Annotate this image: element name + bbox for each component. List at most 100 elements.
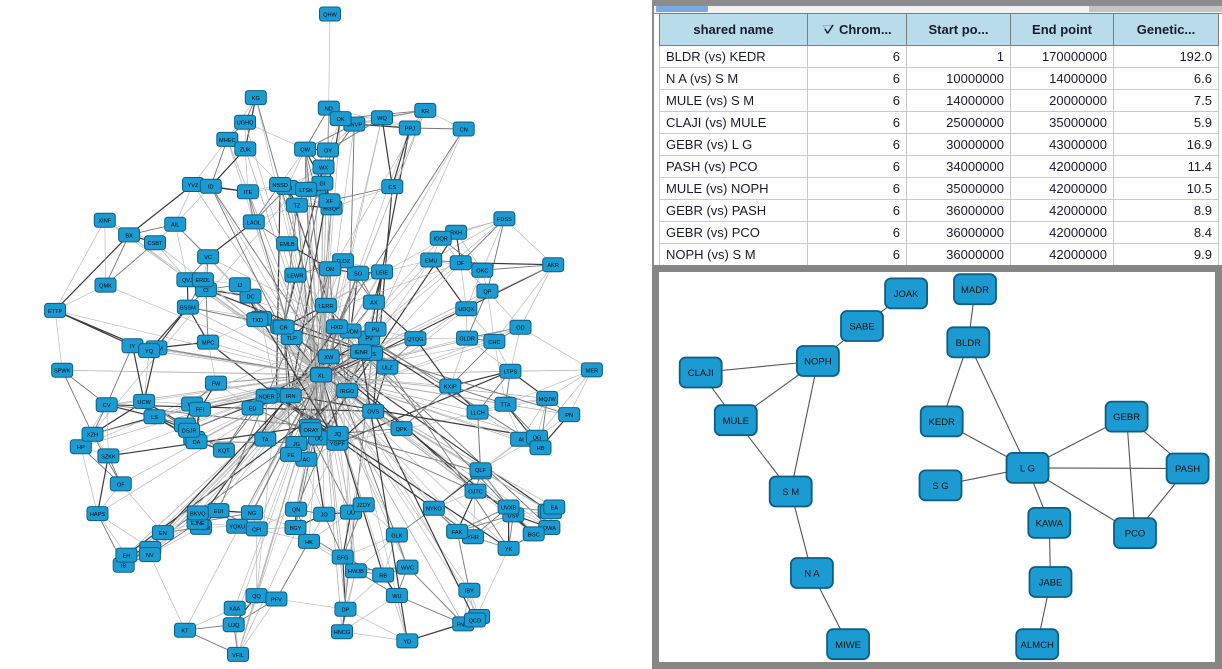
svg-text:QP: QP <box>483 290 491 296</box>
svg-text:PCO: PCO <box>1125 529 1146 540</box>
svg-text:PASH: PASH <box>1175 464 1200 475</box>
svg-text:AI: AI <box>518 438 524 444</box>
svg-text:ALMCH: ALMCH <box>1021 640 1054 651</box>
svg-text:QPK: QPK <box>396 427 408 433</box>
svg-text:KR: KR <box>421 109 429 115</box>
svg-text:IOQR: IOQR <box>434 237 448 243</box>
svg-text:ULZ: ULZ <box>382 366 393 372</box>
svg-text:LAOL: LAOL <box>247 220 261 226</box>
svg-text:YVZ: YVZ <box>188 183 199 189</box>
svg-text:S G: S G <box>932 481 948 492</box>
svg-text:BLDR: BLDR <box>956 338 981 349</box>
svg-text:N A: N A <box>804 569 820 580</box>
svg-text:UCW: UCW <box>137 400 151 406</box>
svg-text:OY: OY <box>324 148 332 154</box>
svg-text:QVJ: QVJ <box>182 278 193 284</box>
svg-text:QTQG: QTQG <box>407 337 423 343</box>
svg-text:MPC: MPC <box>202 341 214 347</box>
svg-text:LEIE: LEIE <box>376 270 388 276</box>
svg-text:JQ: JQ <box>334 432 342 438</box>
svg-text:IRGO: IRGO <box>340 389 355 395</box>
svg-text:JABE: JABE <box>1039 578 1063 589</box>
svg-text:TLP: TLP <box>287 336 298 342</box>
svg-text:JOAK: JOAK <box>894 289 919 300</box>
svg-text:NV: NV <box>146 553 154 559</box>
svg-text:OVS: OVS <box>367 410 379 416</box>
svg-text:NBSD: NBSD <box>272 183 288 189</box>
svg-text:PFV: PFV <box>271 597 282 603</box>
svg-text:FW: FW <box>212 382 221 388</box>
svg-text:LERR: LERR <box>318 304 333 310</box>
svg-text:PPJ: PPJ <box>405 126 415 132</box>
svg-text:VC: VC <box>204 255 212 261</box>
svg-text:QN: QN <box>292 508 300 514</box>
svg-text:AIL: AIL <box>171 223 179 229</box>
svg-text:QMK: QMK <box>99 284 112 290</box>
svg-text:MIWE: MIWE <box>835 640 861 651</box>
svg-text:S M: S M <box>782 487 799 498</box>
svg-text:UJQ: UJQ <box>228 623 240 629</box>
svg-text:WQ: WQ <box>377 116 387 122</box>
svg-text:OJTC: OJTC <box>468 490 483 496</box>
svg-text:UDQX: UDQX <box>458 307 474 313</box>
svg-text:AX: AX <box>370 301 378 307</box>
svg-text:DF: DF <box>457 261 465 267</box>
svg-text:LTPS: LTPS <box>504 370 518 376</box>
svg-text:HP: HP <box>77 445 85 451</box>
svg-text:CPI: CPI <box>252 527 262 533</box>
svg-text:IB: IB <box>121 564 127 570</box>
svg-text:KXIP: KXIP <box>444 385 457 391</box>
svg-text:JO: JO <box>321 513 329 519</box>
svg-text:EA: EA <box>551 505 559 511</box>
svg-text:HXD: HXD <box>331 325 343 331</box>
svg-text:WX: WX <box>319 165 328 171</box>
svg-text:QW: QW <box>300 148 310 154</box>
svg-text:GEBR: GEBR <box>1113 412 1140 423</box>
svg-text:MER: MER <box>586 368 598 374</box>
svg-text:IBY: IBY <box>465 589 474 595</box>
svg-text:XINF: XINF <box>98 219 111 225</box>
svg-text:OD: OD <box>516 326 524 332</box>
svg-text:IENR: IENR <box>354 350 367 356</box>
svg-text:OF: OF <box>117 482 125 488</box>
svg-text:CS: CS <box>388 185 396 191</box>
svg-text:HNCG: HNCG <box>334 630 350 636</box>
svg-text:IRN: IRN <box>286 394 296 400</box>
svg-text:HK: HK <box>305 540 313 546</box>
svg-text:YQ: YQ <box>145 349 154 355</box>
svg-text:IJ: IJ <box>238 283 243 289</box>
svg-text:EN: EN <box>159 531 167 537</box>
svg-text:AKR: AKR <box>547 263 559 269</box>
svg-text:ID: ID <box>208 185 214 191</box>
svg-text:DC: DC <box>246 295 254 301</box>
svg-text:JZDY: JZDY <box>357 503 371 509</box>
svg-text:LLCH: LLCH <box>470 411 484 417</box>
svg-text:CV: CV <box>103 403 111 409</box>
svg-text:YGPF: YGPF <box>330 442 346 448</box>
svg-text:MULE: MULE <box>723 416 749 427</box>
svg-text:QLF: QLF <box>475 468 486 474</box>
svg-text:EH: EH <box>123 554 131 560</box>
svg-text:TA: TA <box>262 438 269 444</box>
svg-text:HWJB: HWJB <box>348 569 364 575</box>
svg-text:LTSK: LTSK <box>299 188 313 194</box>
svg-text:FDSS: FDSS <box>497 217 512 223</box>
svg-text:EMU: EMU <box>425 258 437 264</box>
svg-text:OWA: OWA <box>543 526 556 532</box>
svg-text:KG: KG <box>252 96 260 102</box>
svg-text:OKC: OKC <box>476 269 488 275</box>
svg-text:DP: DP <box>342 608 350 614</box>
svg-text:WVC: WVC <box>401 566 414 572</box>
svg-text:YQKU: YQKU <box>229 525 245 531</box>
svg-text:NG: NG <box>248 511 256 517</box>
svg-text:GLDR: GLDR <box>459 337 475 343</box>
svg-text:GLK: GLK <box>391 533 402 539</box>
svg-text:DSJR: DSJR <box>182 429 197 435</box>
svg-text:TXD: TXD <box>252 318 263 324</box>
svg-text:ITE: ITE <box>244 190 253 196</box>
svg-text:UVXB: UVXB <box>501 505 517 511</box>
svg-text:VFIL: VFIL <box>232 653 244 659</box>
svg-text:EUI: EUI <box>214 509 224 515</box>
svg-text:XF: XF <box>326 199 334 205</box>
svg-text:QQ: QQ <box>252 594 261 600</box>
